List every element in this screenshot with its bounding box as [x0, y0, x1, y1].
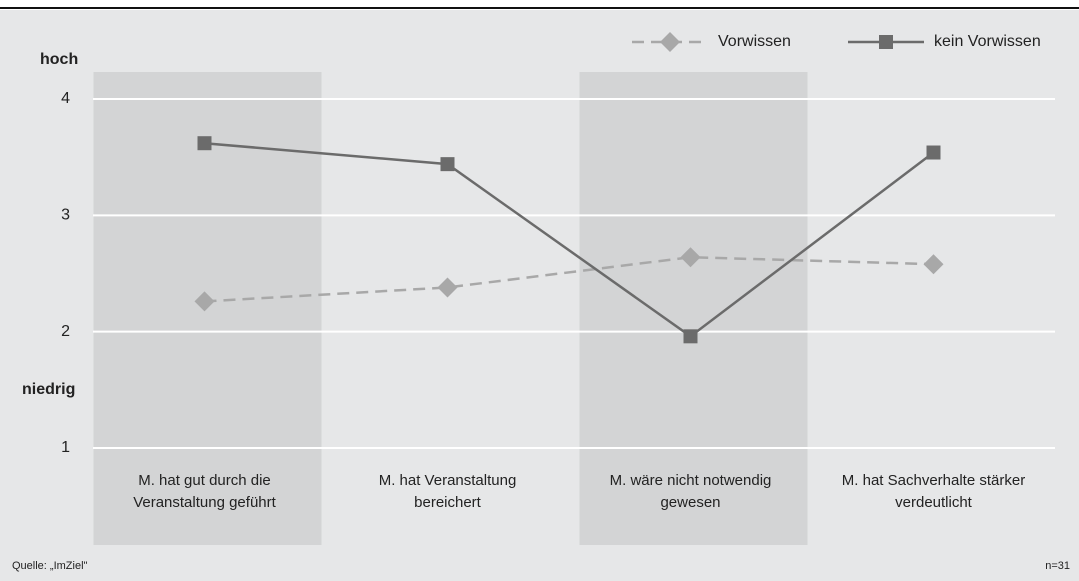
y-tick-label: 4 [61, 90, 70, 107]
x-tick-label: M. wäre nicht notwendig gewesen [609, 472, 772, 511]
annotation: hoch [40, 51, 78, 68]
series-line [204, 255, 934, 303]
marker [926, 145, 941, 160]
x-tick-label: M. hat gut durch die Veranstaltung gefüh… [133, 472, 276, 511]
marker [437, 277, 458, 298]
y-tick-label: 2 [61, 323, 70, 340]
marker [440, 157, 455, 172]
marker [680, 247, 701, 268]
note: n=31 [1045, 560, 1070, 572]
x-tick-label: M. hat Sachverhalte stärker verdeutlicht [841, 472, 1026, 511]
annotation: niedrig [22, 381, 75, 398]
x-tick-label: M. hat Veranstaltung bereichert [378, 472, 517, 511]
y-tick-label: 3 [61, 207, 70, 224]
legend-label: kein Vorwissen [934, 33, 1041, 50]
marker [879, 35, 893, 49]
series-line [204, 141, 935, 338]
marker [660, 32, 680, 52]
y-tick-label: 1 [61, 439, 70, 456]
marker [683, 329, 698, 344]
marker [194, 291, 215, 312]
band-shade [579, 72, 808, 545]
marker [923, 254, 944, 275]
source: Quelle: „ImZiel" [12, 560, 88, 572]
legend-label: Vorwissen [718, 33, 791, 50]
marker [197, 136, 212, 151]
